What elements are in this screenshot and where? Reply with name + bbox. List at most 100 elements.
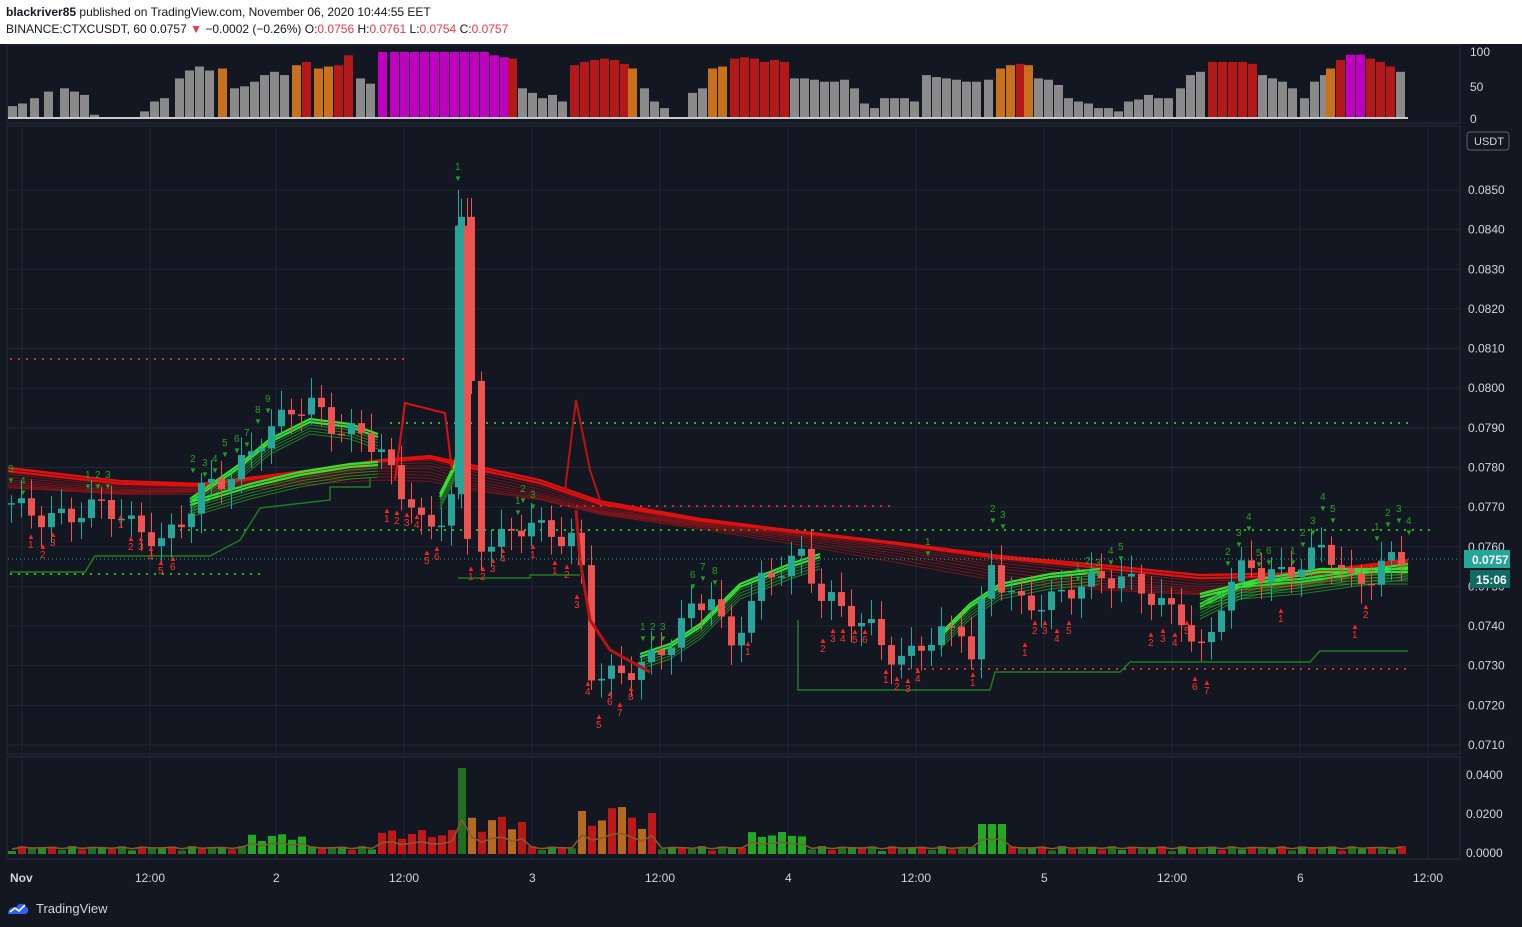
sequence-count-red: 6 <box>607 697 613 708</box>
ribbon-line-red <box>7 456 1409 580</box>
candle-body <box>358 423 365 434</box>
candle-body <box>288 409 295 415</box>
symbol-name[interactable]: BINANCE:CTXCUSDT, 60 <box>6 22 147 36</box>
top-indicator-bar <box>932 77 941 118</box>
top-indicator-bar <box>195 66 204 118</box>
down-triangle-icon: ▼ <box>1405 528 1413 537</box>
down-triangle-icon: ▼ <box>711 578 719 587</box>
time-label: Nov <box>10 871 33 885</box>
price-axis[interactable]: 0.0850 0.0840 0.0830 0.0820 0.0810 0.0800 0.07… <box>1468 183 1505 752</box>
candle-body <box>638 662 645 680</box>
author-name[interactable]: blackriver85 <box>6 5 77 19</box>
volume-tick-3: 0.0000 <box>1466 846 1503 860</box>
time-label: 12:00 <box>135 871 165 885</box>
sequence-count-green: 7 <box>700 562 706 573</box>
price-tick: 0.0820 <box>1468 302 1505 316</box>
currency-label[interactable]: USDT <box>1474 136 1504 148</box>
candle-body <box>808 548 815 584</box>
top-indicator-bar <box>840 79 849 118</box>
top-indicator-bar <box>1054 85 1063 118</box>
down-triangle-icon: ▼ <box>189 466 197 475</box>
down-triangle-icon: ▼ <box>94 482 102 491</box>
top-indicator-bar <box>230 88 239 118</box>
volume-bar <box>1218 849 1226 854</box>
top-indicator-bar <box>962 81 971 118</box>
top-indicator-bar <box>1376 61 1385 118</box>
volume-bar <box>1098 849 1106 854</box>
sequence-count-green: 1 <box>1374 522 1380 533</box>
candle-body <box>1078 586 1085 599</box>
currency-badge[interactable] <box>1466 131 1510 151</box>
tradingview-footer[interactable]: TradingView <box>6 900 108 916</box>
top-indicator-bar <box>1248 63 1257 118</box>
up-triangle-icon: ▲ <box>861 627 869 636</box>
top-indicator-bar <box>1034 78 1043 118</box>
down-triangle-icon: ▼ <box>1299 540 1307 549</box>
down-triangle-icon: ▼ <box>989 516 997 525</box>
volume-bar <box>898 848 906 854</box>
sequence-count-green: 3 <box>1095 558 1101 569</box>
candle-body <box>488 546 495 552</box>
sequence-count-red: 1 <box>1352 630 1358 641</box>
down-triangle-icon: ▼ <box>1265 558 1273 567</box>
up-triangle-icon: ▲ <box>595 712 603 721</box>
sequence-count-red: 3 <box>138 542 144 553</box>
volume-bar <box>528 846 536 854</box>
volume-moving-average <box>11 818 1403 850</box>
price-tick: 0.0770 <box>1468 500 1505 514</box>
up-triangle-icon: ▲ <box>904 676 912 685</box>
candle-body <box>1178 604 1185 626</box>
candle-body <box>398 465 405 500</box>
up-triangle-icon: ▲ <box>383 506 391 515</box>
ribbon-line-green <box>189 460 379 504</box>
sequence-count-red: 4 <box>500 554 506 565</box>
sequence-count-green: 4 <box>1108 546 1114 557</box>
up-triangle-icon: ▲ <box>39 542 47 551</box>
down-triangle-icon: ▼ <box>689 582 697 591</box>
up-triangle-icon: ▲ <box>433 544 441 553</box>
down-triangle-icon: ▼ <box>519 496 527 505</box>
volume-bar <box>68 846 76 854</box>
candle-body <box>898 655 905 665</box>
candle-body <box>708 599 715 611</box>
volume-bar <box>1068 848 1076 854</box>
sequence-count-green: 2 <box>520 484 526 495</box>
volume-bar <box>198 848 206 854</box>
candle-body <box>278 409 285 427</box>
top-indicator-bar <box>922 75 931 118</box>
top-indicator-bar <box>1064 98 1073 118</box>
sequence-count-red: 8 <box>628 692 634 703</box>
candle-body <box>658 649 665 655</box>
time-axis[interactable]: Nov 12:00 2 12:00 3 12:00 4 12:00 5 12:00 6 12:00 <box>10 871 1443 885</box>
volume-bar <box>1198 847 1206 854</box>
candle-body <box>1188 625 1195 642</box>
volume-bar <box>1258 847 1266 854</box>
top-indicator-bar <box>1114 111 1123 118</box>
grid-lines <box>8 126 1460 859</box>
spike-line-1 <box>394 401 453 481</box>
volume-bar <box>1378 846 1386 854</box>
ribbon-line-green <box>189 476 379 518</box>
top-indicator-bar <box>900 98 909 118</box>
down-triangle-icon: ▼ <box>999 522 1007 531</box>
top-indicator-bar <box>850 88 859 118</box>
volume-axis[interactable]: 0.0400 0.0200 0.0000 <box>1466 768 1503 860</box>
volume-bar <box>718 846 726 854</box>
candle-body <box>478 380 485 552</box>
volume-bar <box>1228 846 1236 854</box>
candle-body <box>158 538 165 547</box>
chart-canvas[interactable]: 3▼ 4▼1▼2▼3▼2▼3▼4▼5▼6▼7▼8▼9▼1▼1▼2▼ 3▼1▼2▼3▼… <box>0 44 1522 894</box>
top-indicator-bar <box>1196 71 1205 118</box>
volume-bar <box>1178 846 1186 854</box>
top-indicator-bar <box>1176 88 1185 118</box>
sequence-count-red: 6 <box>170 562 176 573</box>
price-tick: 0.0830 <box>1468 262 1505 276</box>
sequence-count-red: 5 <box>852 635 858 646</box>
candle-body <box>1128 573 1135 577</box>
down-triangle-icon: ▼ <box>84 482 92 491</box>
volume-bar <box>648 813 656 854</box>
candle-body <box>718 599 725 617</box>
sequence-count-red: 3 <box>404 518 410 529</box>
volume-bar <box>1118 849 1126 854</box>
up-triangle-icon: ▲ <box>851 627 859 636</box>
